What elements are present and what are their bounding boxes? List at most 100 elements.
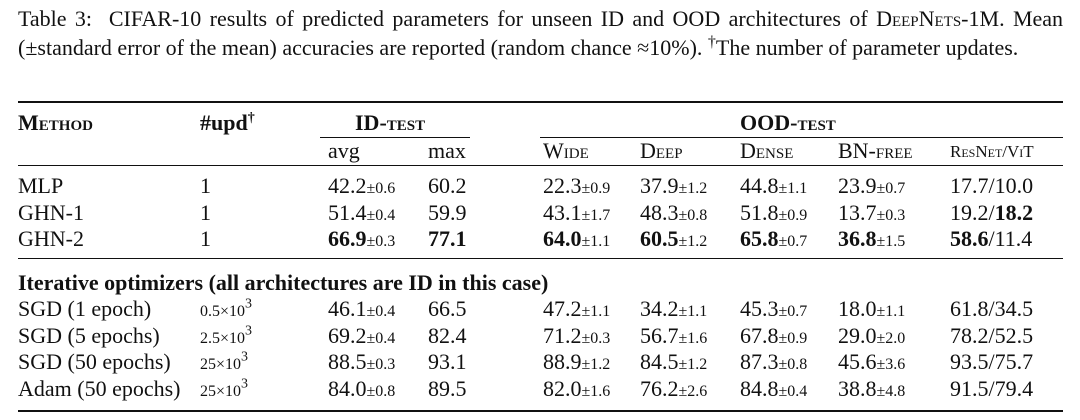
- cell-err: ±1.5: [876, 233, 906, 250]
- cell-err: ±1.1: [581, 303, 611, 320]
- cell-text: 1: [200, 199, 211, 225]
- table-cell: 34.2±1.1: [640, 296, 707, 325]
- table-cell: 82.4: [428, 323, 467, 349]
- caption-text: . Mean (±standard error of the mean) acc…: [18, 6, 1064, 60]
- cell-err: ±1.2: [678, 356, 708, 373]
- cell-small: 25×10: [200, 356, 242, 373]
- table-cell: 18.0±1.1: [838, 296, 905, 325]
- cell-text: 17.7/10.0: [950, 173, 1034, 198]
- cell-b: 36.8: [838, 226, 877, 251]
- table-cell: 76.2±2.6: [640, 376, 707, 405]
- cell-text: 93.5/75.7: [950, 349, 1034, 374]
- caption-label: Table 3:: [18, 6, 93, 31]
- table-cell: 23.9±0.7: [838, 173, 905, 202]
- cell-b: 60.5: [640, 226, 679, 251]
- cell-err: ±0.9: [778, 329, 808, 347]
- table-cell: 46.1±0.4: [328, 296, 395, 325]
- cell-err: ±0.7: [778, 233, 808, 250]
- cell-text: 56.7: [640, 322, 679, 348]
- cell-err: ±0.8: [366, 382, 396, 400]
- cell-text: SGD (50 epochs): [18, 349, 171, 374]
- cell-err: ±0.9: [778, 206, 808, 224]
- cell-text: 37.9: [640, 173, 679, 198]
- cell-err: ±0.3: [581, 329, 611, 347]
- table-cell: 87.3±0.8: [740, 349, 807, 378]
- cell-text: 13.7: [838, 199, 877, 225]
- column-header: Dense: [740, 138, 794, 163]
- cell-text: 45.3: [740, 296, 779, 321]
- cell-err: ±0.4: [366, 206, 396, 224]
- cell-text: MLP: [18, 173, 64, 198]
- table-cell: 17.7/10.0: [950, 173, 1033, 199]
- cell-b: 65.8: [740, 226, 779, 251]
- cell-text: GHN-1: [18, 199, 84, 225]
- cell-err: ±0.6: [366, 180, 396, 197]
- table-cell: 89.5: [428, 376, 467, 402]
- cell-text: 69.2: [328, 322, 367, 348]
- ood-underline: [540, 137, 1063, 138]
- row-label: GHN-2: [18, 226, 84, 252]
- table-cell: 29.0±2.0: [838, 323, 905, 352]
- table-cell: 66.9±0.3: [328, 226, 395, 255]
- cell-err: ±4.8: [876, 382, 906, 400]
- caption-text: CIFAR-10 results of predicted parameters…: [108, 6, 868, 31]
- cell-small: 0.5×10: [200, 303, 246, 320]
- cell-err: ±0.4: [778, 382, 808, 400]
- table-cell: 58.6/11.4: [950, 226, 1032, 252]
- cell-b: 18.2: [994, 199, 1034, 225]
- cell-sup: 3: [241, 376, 249, 392]
- cell-err: ±0.4: [366, 303, 396, 320]
- cell-text: GHN-2: [18, 226, 84, 251]
- cell-err: ±1.7: [581, 206, 611, 224]
- cell-text: 60.2: [428, 173, 467, 198]
- table-cell: 1: [200, 226, 211, 252]
- cell-err: ±1.6: [678, 329, 708, 347]
- cell-err: ±0.8: [778, 356, 808, 373]
- cell-err: ±0.4: [366, 329, 396, 347]
- cell-text: 82.4: [428, 322, 467, 348]
- cell-text: 93.1: [428, 349, 467, 374]
- cell-text: 23.9: [838, 173, 877, 198]
- cell-small: 25×10: [200, 382, 242, 400]
- table-cell: 66.5: [428, 296, 467, 322]
- id-underline: [320, 137, 470, 138]
- cell-text: 59.9: [428, 199, 467, 225]
- caption: Table 3: CIFAR-10 results of predicted p…: [18, 4, 1063, 62]
- table-cell: 25×103: [200, 376, 248, 405]
- cell-text: SGD (1 epoch): [18, 296, 152, 321]
- cell-text: 61.8/34.5: [950, 296, 1034, 321]
- table-cell: 82.0±1.6: [543, 376, 610, 405]
- cell-b: 64.0: [543, 226, 582, 251]
- cell-text: 91.5/79.4: [950, 375, 1034, 401]
- cell-text: 19.2/: [950, 199, 995, 225]
- table-cell: 47.2±1.1: [543, 296, 610, 325]
- table-cell: 65.8±0.7: [740, 226, 807, 255]
- top-rule: [18, 101, 1063, 103]
- header-updates-text: #upd: [200, 110, 248, 135]
- row-label: SGD (1 epoch): [18, 296, 151, 322]
- cell-err: ±1.1: [778, 180, 808, 197]
- column-header: BN-free: [838, 138, 913, 163]
- table-cell: 51.8±0.9: [740, 200, 807, 229]
- table-cell: 36.8±1.5: [838, 226, 905, 255]
- cell-text: 84.0: [328, 375, 367, 401]
- table-cell: 19.2/18.2: [950, 200, 1033, 226]
- row-label: SGD (5 epochs): [18, 323, 160, 349]
- table-cell: 78.2/52.5: [950, 323, 1033, 349]
- cell-err: ±1.1: [876, 303, 906, 320]
- table-cell: 45.3±0.7: [740, 296, 807, 325]
- cell-text: Adam (50 epochs): [18, 375, 181, 401]
- table-cell: 37.9±1.2: [640, 173, 707, 202]
- table-cell: 88.5±0.3: [328, 349, 395, 378]
- cell-sup: 3: [245, 296, 253, 312]
- cell-b: 66.9: [328, 226, 367, 251]
- table-cell: 2.5×103: [200, 323, 252, 352]
- table-cell: 60.5±1.2: [640, 226, 707, 255]
- column-header: max: [428, 138, 466, 163]
- header-rule: [18, 165, 1063, 166]
- cell-text: 82.0: [543, 375, 582, 401]
- cell-sup: 3: [241, 349, 249, 365]
- cell-err: ±1.1: [581, 233, 611, 250]
- cell-text: 1: [200, 226, 211, 251]
